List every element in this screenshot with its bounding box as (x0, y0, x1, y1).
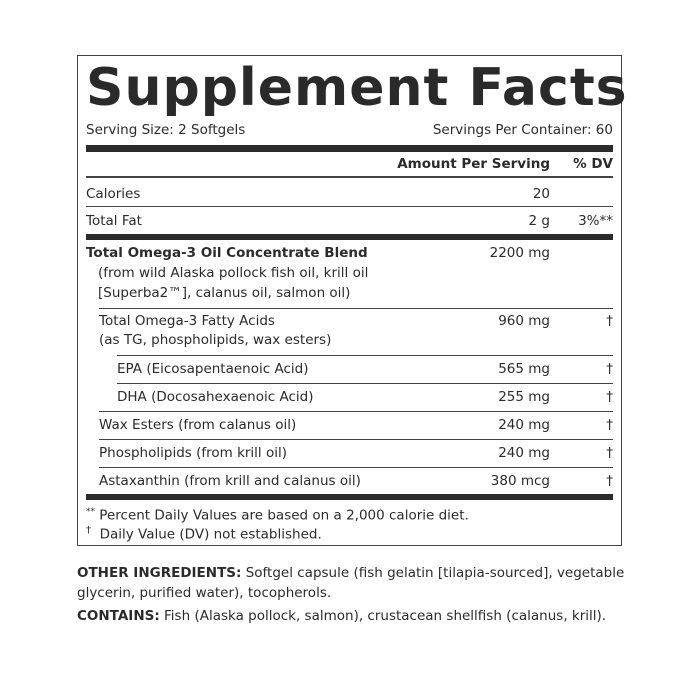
contains-text: Fish (Alaska pollock, salmon), crustacea… (159, 608, 607, 624)
divider (99, 308, 613, 310)
row-amount: 240 mg (498, 417, 550, 433)
row-amount: 2200 mg (489, 245, 550, 261)
row-sub-text: [Superba2™], calanus oil, salmon oil) (98, 285, 351, 301)
row-name: DHA (Docosahexaenoic Acid) (117, 389, 314, 405)
row-name: Total Omega-3 Oil Concentrate Blend (86, 245, 368, 261)
row-amount: 240 mg (498, 445, 550, 461)
divider (99, 439, 613, 441)
row-amount: 960 mg (498, 313, 550, 329)
divider (86, 206, 613, 208)
serving-size: Serving Size: 2 Softgels (86, 122, 246, 138)
row-dv: † (606, 389, 613, 405)
row-name: EPA (Eicosapentaenoic Acid) (117, 361, 309, 377)
footnote-mark: ** (86, 507, 95, 517)
row-dv: † (606, 361, 613, 377)
serving-info: Serving Size: 2 Softgels Servings Per Co… (86, 122, 613, 138)
contains-label: CONTAINS: (77, 608, 160, 624)
row-dv: † (606, 313, 613, 329)
row-sub-text: (from wild Alaska pollock fish oil, kril… (98, 265, 369, 281)
row-amount: 380 mcg (490, 473, 550, 489)
footnote-not-established: † Daily Value (DV) not established. (86, 525, 322, 543)
row-name: Total Omega-3 Fatty Acids (99, 313, 275, 329)
footnote-dv: ** Percent Daily Values are based on a 2… (86, 507, 469, 524)
row-name: Phospholipids (from krill oil) (99, 445, 288, 461)
row-amount: 2 g (528, 213, 550, 229)
divider (117, 355, 613, 357)
other-ingredients-label: OTHER INGREDIENTS: (77, 565, 242, 581)
dv-header: % DV (573, 156, 613, 172)
other-ingredients-text: Softgel capsule (fish gelatin [tilapia-s… (77, 565, 625, 601)
row-name: Total Fat (86, 213, 142, 229)
thick-divider (86, 145, 613, 152)
other-ingredients: OTHER INGREDIENTS: Softgel capsule (fish… (77, 563, 637, 603)
amount-header: Amount Per Serving (397, 156, 550, 172)
row-dv: † (606, 473, 613, 489)
row-amount: 255 mg (498, 389, 550, 405)
divider (99, 467, 613, 469)
row-dv: † (606, 417, 613, 433)
row-dv: † (606, 445, 613, 461)
divider (86, 176, 613, 178)
row-name: Calories (86, 186, 141, 202)
thick-divider (86, 234, 613, 240)
row-amount: 20 (532, 186, 550, 202)
supplement-facts-panel: Supplement Facts Serving Size: 2 Softgel… (77, 55, 627, 546)
divider (99, 411, 613, 413)
row-name: Astaxanthin (from krill and calanus oil) (99, 473, 361, 489)
footnote-mark: † (86, 525, 91, 536)
row-amount: 565 mg (498, 361, 550, 377)
panel-title: Supplement Facts (86, 58, 628, 118)
contains: CONTAINS: Fish (Alaska pollock, salmon),… (77, 606, 637, 626)
row-name: Wax Esters (from calanus oil) (99, 417, 297, 433)
row-sub-text: (as TG, phospholipids, wax esters) (99, 332, 332, 348)
thick-divider (86, 494, 613, 500)
footnote-text: Percent Daily Values are based on a 2,00… (99, 507, 469, 524)
row-dv: 3%** (578, 213, 613, 229)
servings-per-container: Servings Per Container: 60 (432, 122, 613, 138)
divider (117, 383, 613, 385)
footnote-text: Daily Value (DV) not established. (99, 526, 322, 543)
